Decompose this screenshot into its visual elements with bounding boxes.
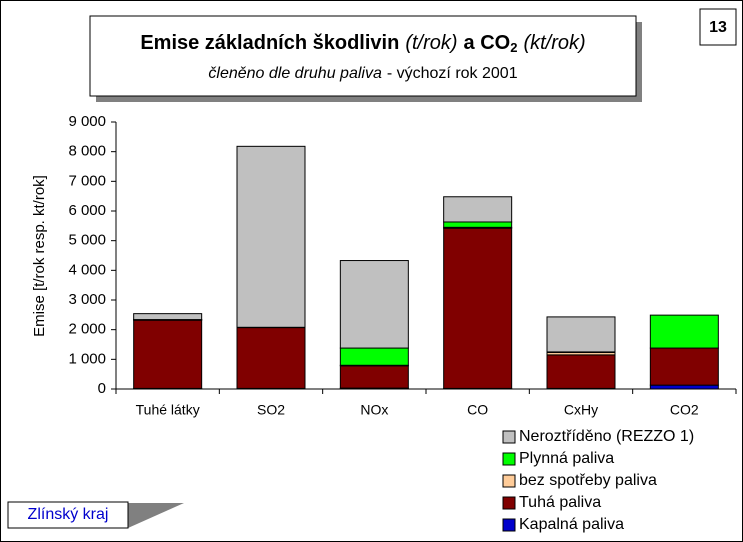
bar-segment — [339, 365, 409, 389]
legend-swatch — [502, 474, 516, 488]
footer-text: Zlínský kraj — [28, 506, 109, 523]
bar-segment — [443, 227, 513, 389]
footer-box — [7, 501, 129, 529]
title-part: a CO — [464, 32, 511, 54]
legend-swatch — [502, 430, 516, 444]
bar-segment — [339, 347, 409, 366]
legend-label: bez spotřeby paliva — [519, 472, 657, 489]
bar-segment — [649, 384, 719, 390]
legend-swatch — [502, 452, 516, 466]
subtitle-part: - výchozí rok 2001 — [387, 65, 518, 82]
x-tick-label: CO2 — [670, 402, 699, 418]
chart-subtitle: členěno dle druhu paliva - výchozí rok 20… — [208, 65, 517, 82]
bar-segment — [649, 347, 719, 386]
legend-swatch — [502, 496, 516, 510]
y-tick-label: 3 000 — [68, 291, 106, 308]
x-tick-label: CxHy — [564, 402, 598, 418]
bar-segment — [236, 145, 306, 328]
y-axis-label: Emise [t/rok resp. kt/rok] — [31, 175, 48, 337]
bar-segment — [546, 316, 616, 353]
bar-segment — [133, 313, 203, 321]
y-tick-label: 6 000 — [68, 202, 106, 219]
subtitle-part: členěno dle druhu paliva — [208, 65, 382, 82]
title-box — [89, 15, 637, 97]
y-tick-label: 1 000 — [68, 350, 106, 367]
x-tick-label: Tuhé látky — [136, 402, 200, 418]
y-tick-label: 8 000 — [68, 143, 106, 160]
bar-segment — [133, 319, 203, 389]
y-tick-label: 4 000 — [68, 261, 106, 278]
legend-label: Kapalná paliva — [519, 516, 624, 533]
page-number: 13 — [709, 19, 727, 36]
legend-label: Plynná paliva — [519, 450, 614, 467]
y-tick-label: 0 — [98, 380, 106, 397]
bar-segment — [339, 260, 409, 349]
legend-swatch — [502, 518, 516, 532]
bar-segment — [443, 221, 513, 228]
title-subscript: 2 — [510, 40, 517, 55]
chart-title: Emise základních škodlivin (t/rok) a CO2 (k… — [140, 32, 585, 55]
page-number-box — [699, 8, 737, 46]
y-tick-label: 9 000 — [68, 113, 106, 130]
y-tick-label: 2 000 — [68, 321, 106, 338]
legend-label: Tuhá paliva — [519, 494, 601, 511]
title-part: Emise základních škodlivin — [140, 32, 399, 54]
bar-segment — [546, 354, 616, 389]
bar-segment — [649, 314, 719, 349]
x-tick-label: NOx — [360, 402, 388, 418]
bar-segment — [236, 327, 306, 389]
title-part: (kt/rok) — [523, 32, 585, 54]
bar-segment — [443, 196, 513, 223]
legend-label: Neroztříděno (REZZO 1) — [519, 428, 694, 445]
y-tick-label: 7 000 — [68, 172, 106, 189]
x-tick-label: CO — [467, 402, 488, 418]
y-tick-label: 5 000 — [68, 232, 106, 249]
footer-arrow — [128, 503, 184, 528]
title-part: (t/rok) — [405, 32, 457, 54]
x-tick-label: SO2 — [257, 402, 285, 418]
